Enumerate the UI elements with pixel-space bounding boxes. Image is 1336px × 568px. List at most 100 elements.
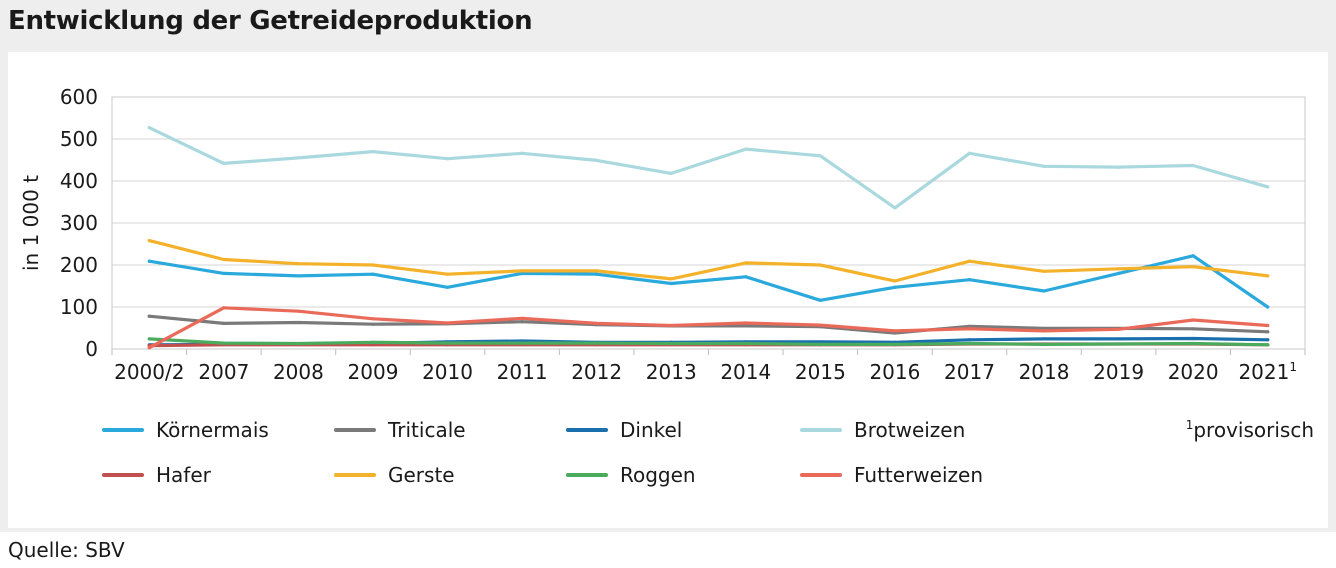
x-tick-label: 2010 [422,360,473,384]
data-point [296,309,301,313]
data-point [818,342,822,346]
data-point [669,277,673,281]
data-point [371,340,375,344]
y-tick-label: 0 [85,337,98,361]
y-tick-label: 300 [60,211,98,235]
data-point [445,341,450,345]
data-point [744,261,748,265]
line-chart: 0 100 200 300 400 500 600 in 1 000 t 2000/2 2007 2… [19,85,1314,487]
data-point [222,341,226,345]
data-point [1042,337,1046,341]
data-point [1191,265,1195,269]
data-point [893,206,897,210]
data-point [520,271,524,275]
x-tick-label: 2012 [571,360,622,384]
data-point [445,321,450,325]
data-point [893,329,897,333]
data-point [1042,342,1046,346]
data-point [669,341,673,346]
data-point [520,341,524,345]
x-tick-label: 2008 [273,360,324,384]
x-tick-label: 2011 [497,360,548,384]
data-point [595,341,599,345]
data-point [744,324,748,328]
series-line-brotweizen [147,126,1270,210]
data-point [595,158,599,163]
legend-label: Roggen [620,463,696,487]
data-point [520,151,524,155]
plot-frame [111,96,1306,350]
data-point [222,321,226,325]
legend-label: Futterweizen [854,463,983,487]
data-point [371,317,375,321]
data-point [1116,327,1121,331]
legend-label: Gerste [388,463,455,487]
data-point [744,147,748,151]
y-tick-label: 100 [60,295,98,319]
y-tick-label: 200 [60,253,98,277]
x-tick-label: 2020 [1168,360,1219,384]
series-line-roggen [147,337,1270,347]
data-point [445,285,450,289]
series-line-futterweizen [147,306,1270,350]
data-point [1266,185,1270,189]
x-tick-label: 2014 [720,360,771,384]
data-point [1042,326,1046,331]
data-point [371,272,375,276]
data-point [1191,318,1195,322]
x-tick-label: 2018 [1019,360,1070,384]
data-point [445,272,450,276]
legend-label: Körnermais [156,418,269,442]
data-point [744,321,748,325]
data-point [222,257,226,262]
data-point [967,341,972,346]
data-point [1116,271,1121,275]
data-point [147,346,151,350]
data-point [520,269,524,273]
data-point [1116,337,1121,341]
data-point [669,171,673,176]
data-point [296,156,301,160]
data-point [371,343,375,347]
data-point [147,259,151,263]
chart-title: Entwicklung der Getreideproduktion [8,6,533,36]
data-point [147,126,151,130]
footnote-marker: 1 [1186,418,1194,432]
data-point [1116,342,1121,346]
data-point [967,327,972,331]
data-point [1191,254,1195,258]
data-point [445,157,450,161]
data-point [296,262,301,266]
data-point [1042,164,1046,168]
data-point [520,316,524,320]
x-tick-label: 2009 [348,360,399,384]
data-point [967,338,972,342]
x-tick-label: 2007 [198,360,249,384]
data-point [147,314,151,318]
data-point [669,323,673,328]
data-point [1042,289,1046,293]
data-point [1116,165,1121,169]
data-point [1042,329,1046,333]
x-tick-label: 2016 [869,360,920,384]
data-point [371,150,375,154]
data-point [893,342,897,346]
data-point [1266,274,1270,278]
footnote-text: provisorisch [1193,418,1314,442]
data-point [1191,163,1195,168]
x-tick-label: 2015 [795,360,846,384]
y-axis-label: in 1 000 t [19,175,43,271]
data-point [818,323,822,327]
data-point [818,154,822,158]
data-point [1266,330,1270,334]
data-point [147,337,151,341]
data-point [744,341,748,346]
legend-label: Triticale [387,418,466,442]
data-point [967,151,972,155]
source-note: Quelle: SBV [8,538,125,562]
data-point [296,274,301,278]
data-point [1116,267,1121,271]
data-point [1266,338,1270,342]
data-point [967,278,972,282]
x-tick-label: 2017 [944,360,995,384]
